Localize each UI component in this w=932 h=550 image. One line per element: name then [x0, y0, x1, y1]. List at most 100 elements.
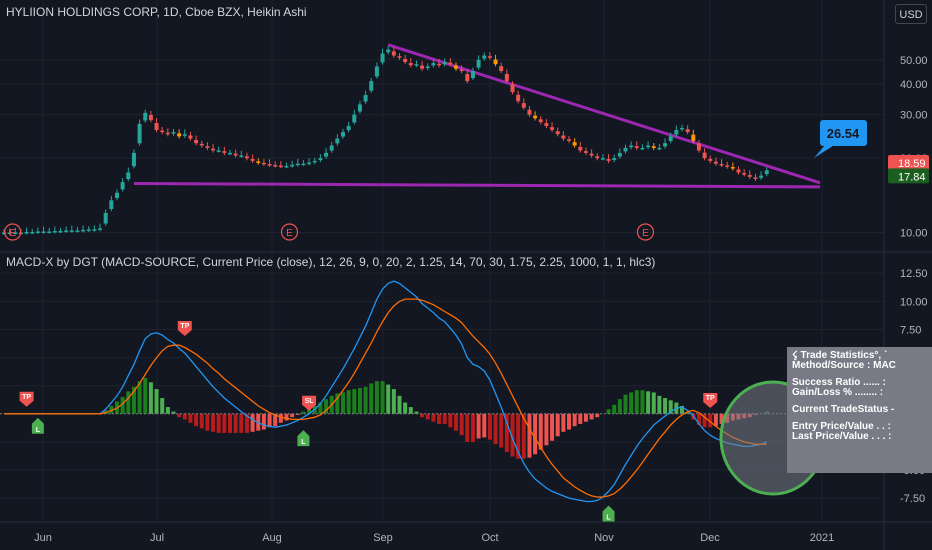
histogram-bar [634, 390, 639, 414]
histogram-bar [228, 413, 232, 433]
histogram-bar [425, 413, 430, 420]
histogram-bar [544, 413, 549, 446]
candle-body [182, 134, 187, 136]
signal-marker-stop-loss [302, 395, 317, 411]
signal-marker-long [31, 417, 44, 434]
candle-body [24, 232, 29, 234]
candle-body [764, 170, 769, 175]
candle-body [617, 152, 622, 157]
candle-body [521, 103, 526, 108]
candle-body [651, 146, 656, 148]
candle-body [572, 142, 577, 146]
candle-body [239, 155, 244, 158]
candle-body [730, 167, 735, 169]
candle-body [476, 59, 481, 68]
histogram-bar [555, 413, 560, 437]
price-callout-label: 26.54 [827, 126, 860, 141]
histogram-bar [301, 411, 306, 414]
histogram-bar [521, 413, 526, 459]
histogram-bar [493, 413, 498, 445]
candle-body [646, 145, 651, 148]
stats-line: Last Price/Value . . . : [792, 431, 892, 442]
stats-line: Method/Source : MAC [792, 360, 896, 371]
candle-body [165, 132, 170, 135]
candle-body [663, 143, 668, 147]
histogram-bar [216, 413, 221, 433]
candle-body [437, 63, 442, 66]
candle-body [335, 138, 340, 144]
histogram-bar [470, 413, 475, 442]
price-tick-label: 30.00 [900, 110, 928, 122]
macd-tick-label: 12.50 [900, 268, 928, 280]
histogram-bar [533, 413, 538, 455]
candle-body [713, 161, 718, 164]
indicator-title[interactable]: MACD-X by DGT (MACD-SOURCE, Current Pric… [6, 255, 656, 269]
time-tick-label: Jul [150, 532, 164, 544]
histogram-bar [702, 413, 707, 428]
histogram-bar [708, 413, 713, 428]
histogram-bar [606, 409, 611, 414]
candle-body [668, 136, 673, 142]
candle-body [747, 175, 752, 177]
time-tick-label: Oct [481, 532, 498, 544]
candle-body [482, 55, 487, 59]
histogram-bar [663, 398, 668, 414]
candle-body [256, 161, 261, 163]
macd-tick-label: 7.50 [900, 324, 921, 336]
candle-body [41, 231, 46, 233]
candle-body [600, 158, 605, 160]
candle-body [211, 148, 216, 151]
candle-body [58, 230, 63, 233]
signal-marker-label: TP [706, 395, 715, 402]
earnings-marker-label: E [9, 228, 16, 239]
price-callout-pointer [814, 144, 836, 158]
earnings-marker-label: E [286, 228, 293, 239]
candle-body [109, 200, 114, 210]
histogram-bar [437, 413, 442, 424]
candle-body [696, 143, 701, 151]
histogram-bar [595, 413, 600, 418]
candle-body [702, 152, 707, 159]
trendline-resistance [387, 43, 821, 185]
histogram-bar [465, 413, 470, 442]
histogram-bar [719, 413, 724, 424]
histogram-bar [668, 400, 673, 414]
histogram-bar [363, 386, 368, 414]
histogram-bar [126, 391, 131, 414]
candle-body [454, 65, 458, 69]
candle-body [69, 230, 74, 232]
candle-body [550, 127, 555, 130]
histogram-bar [442, 413, 447, 424]
price-tick-label: 50.00 [900, 55, 928, 67]
candle-body [595, 156, 600, 159]
candle-body [380, 53, 385, 63]
histogram-bar [369, 383, 374, 414]
candle-body [759, 175, 764, 178]
histogram-bar [177, 413, 182, 418]
candle-body [538, 119, 543, 123]
histogram-bar [233, 413, 238, 433]
candle-body [115, 192, 119, 198]
candle-body [561, 135, 566, 139]
histogram-bar [324, 399, 329, 414]
signal-marker-take-profit [177, 320, 192, 336]
candle-body [606, 158, 611, 161]
histogram-bar [278, 413, 283, 423]
signal-marker-label: SL [305, 398, 315, 405]
histogram-bar [567, 413, 571, 430]
histogram-bar [261, 413, 266, 430]
price-axis-badge-label: 18.59 [898, 158, 926, 170]
histogram-bar [583, 413, 588, 422]
macd-tick-label: -7.50 [900, 493, 925, 505]
macd-tick-label: 10.00 [900, 296, 928, 308]
earnings-marker [4, 223, 22, 241]
signal-marker-long [602, 505, 615, 522]
candle-body [250, 158, 255, 161]
price-tick-label: 40.00 [900, 79, 928, 91]
stats-line: Entry Price/Value . . : [792, 421, 891, 432]
candle-body [403, 58, 408, 62]
candle-body [86, 229, 91, 231]
earnings-marker [636, 223, 655, 241]
candle-body [222, 151, 227, 153]
currency-button[interactable]: USD [895, 4, 927, 24]
